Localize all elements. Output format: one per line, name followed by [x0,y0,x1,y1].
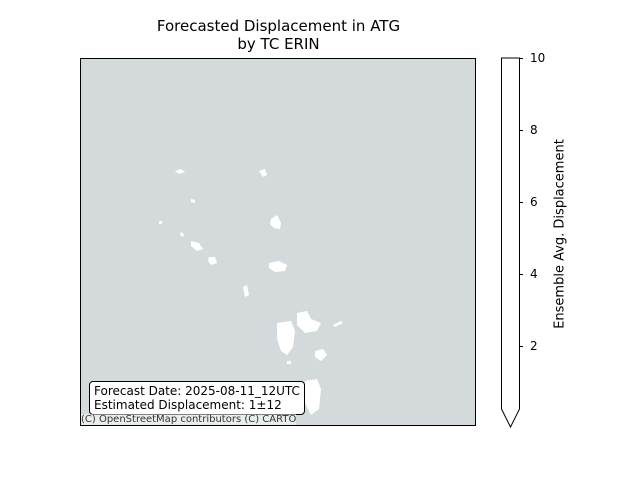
island-guadeloupe-basse-terre [277,321,295,355]
island-marie-galante [315,349,327,361]
island-la-desirade [333,321,343,327]
map-attribution[interactable]: (C) OpenStreetMap contributors (C) CARTO [81,414,297,425]
map-title-line-2: by TC ERIN [237,35,320,53]
island-antigua-main [269,261,287,272]
island-guadeloupe-grande-terre [297,311,321,333]
colorbar-tick-2: 2 [519,339,552,353]
island-les-saintes [287,361,291,364]
island-nevis [208,257,217,265]
map-title: Forecasted Displacement in ATG by TC ERI… [80,17,477,53]
island-dominica [305,379,321,415]
forecast-info-box: Forecast Date: 2025-08-11_12UTC Estimate… [89,381,305,415]
island-antigua [270,215,281,229]
map-title-line-1: Forecasted Displacement in ATG [156,17,401,35]
island-saba [159,221,162,224]
colorbar-tick-4: 4 [519,267,552,281]
colorbar-label-text: Ensemble Avg. Displacement [552,139,568,329]
colorbar-tick-10: 10 [519,51,552,65]
colorbar-tick-8: 8 [519,123,552,137]
colorbar [500,57,522,429]
island-barbuda [259,169,267,177]
island-montserrat [243,285,249,297]
map-panel[interactable]: Forecast Date: 2025-08-11_12UTC Estimate… [80,58,476,426]
island-saint-kitts [191,241,203,251]
map-islands [159,169,343,415]
island-statia [180,232,184,237]
estimated-displacement-text: Estimated Displacement: 1±12 [94,398,282,412]
colorbar-shape [501,57,520,429]
colorbar-tick-6: 6 [519,195,552,209]
island-st-barth [191,199,195,203]
forecast-date-text: Forecast Date: 2025-08-11_12UTC [94,384,300,398]
island-anguilla [175,169,185,174]
